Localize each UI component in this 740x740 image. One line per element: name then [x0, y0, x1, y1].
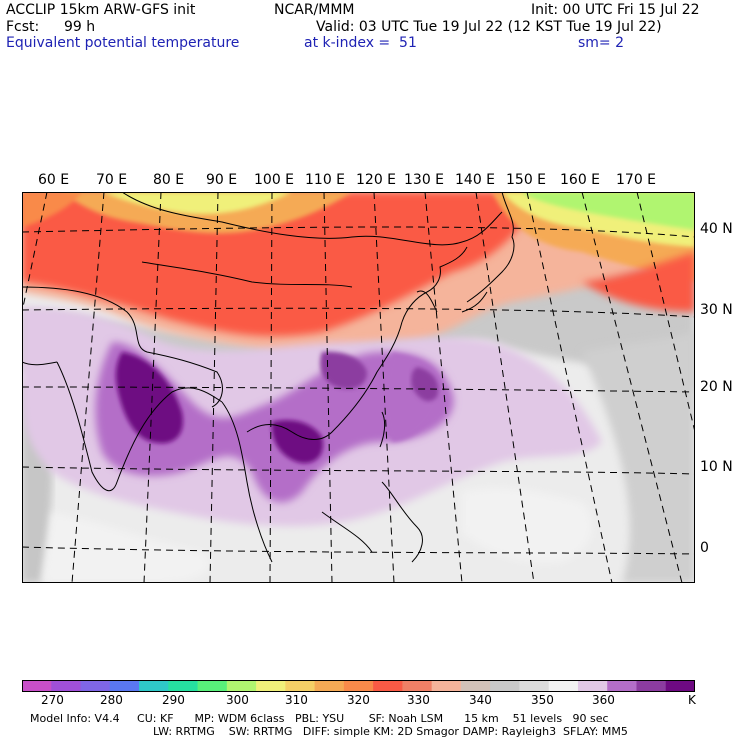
- trop-pale-west: [42, 512, 210, 583]
- org-label: NCAR/MMM: [274, 2, 355, 18]
- cb-label-340: 340: [469, 693, 492, 707]
- lon-label-80e: 80 E: [153, 172, 185, 188]
- colorbar-swatch: [402, 680, 433, 692]
- colorbar-swatch: [256, 680, 286, 692]
- cb-label-290: 290: [162, 693, 185, 707]
- colorbar-swatch: [197, 680, 228, 692]
- colorbar: [22, 680, 695, 692]
- cb-unit: K: [688, 693, 696, 707]
- cb-label-280: 280: [100, 693, 123, 707]
- colorbar-swatch: [168, 680, 199, 692]
- lat-label-20n: 20 N: [700, 379, 733, 395]
- core-china: [320, 351, 367, 389]
- colorbar-swatch: [431, 680, 462, 692]
- colorbar-swatch: [22, 680, 52, 692]
- valid-time: Valid: 03 UTC Tue 19 Jul 22 (12 KST Tue …: [316, 19, 662, 35]
- map-frame: [22, 192, 695, 583]
- theta-e-map: [22, 192, 695, 583]
- lon-label-170e: 170 E: [616, 172, 657, 188]
- lon-label-130e: 130 E: [404, 172, 445, 188]
- trop-pale-east: [462, 487, 593, 563]
- lon-label-90e: 90 E: [206, 172, 238, 188]
- warm-field-yellow: [102, 192, 292, 214]
- colorbar-swatch: [343, 680, 374, 692]
- cb-label-270: 270: [41, 693, 64, 707]
- cb-label-350: 350: [531, 693, 554, 707]
- map-panel: [22, 192, 695, 583]
- colorbar-swatch: [51, 680, 82, 692]
- ne-red-tongue: [582, 252, 695, 312]
- field-name: Equivalent potential temperature: [6, 35, 240, 51]
- level-index: at k-index = 51: [304, 35, 417, 51]
- cb-label-330: 330: [407, 693, 430, 707]
- lon-label-100e: 100 E: [254, 172, 295, 188]
- graticule: [22, 192, 695, 583]
- cb-label-300: 300: [226, 693, 249, 707]
- warm-field-west: [22, 192, 82, 227]
- core-india: [115, 352, 183, 444]
- colorbar-swatch: [607, 680, 637, 692]
- colorbar-swatch: [548, 680, 579, 692]
- smoothing: sm= 2: [578, 35, 625, 51]
- forecast-label: Fcst:: [6, 19, 40, 35]
- cb-label-360: 360: [592, 693, 615, 707]
- cb-label-310: 310: [285, 693, 308, 707]
- colorbar-swatch: [109, 680, 140, 692]
- init-time: Init: 00 UTC Fri 15 Jul 22: [531, 2, 700, 18]
- warm-field-red: [22, 192, 542, 337]
- cb-label-320: 320: [347, 693, 370, 707]
- core-indochina: [271, 420, 323, 464]
- colorbar-swatch: [665, 680, 695, 692]
- lon-label-120e: 120 E: [356, 172, 397, 188]
- lon-label-150e: 150 E: [506, 172, 547, 188]
- lon-label-140e: 140 E: [455, 172, 496, 188]
- colorbar-frame: [22, 680, 695, 692]
- lon-label-160e: 160 E: [560, 172, 601, 188]
- colorbar-swatches: [22, 680, 695, 692]
- model-info-line2: LW: RRTMG SW: RRTMG DIFF: simple KM: 2D …: [153, 725, 628, 738]
- colorbar-swatch: [490, 680, 520, 692]
- lat-label-30n: 30 N: [700, 302, 733, 318]
- model-info-line1: Model Info: V4.4 CU: KF MP: WDM 6class P…: [30, 712, 609, 725]
- colorbar-swatch: [285, 680, 316, 692]
- ne-green: [522, 192, 695, 230]
- lon-label-60e: 60 E: [38, 172, 70, 188]
- colorbar-swatch: [636, 680, 667, 692]
- colorbar-swatch: [460, 680, 491, 692]
- lon-label-70e: 70 E: [96, 172, 128, 188]
- coastlines: [22, 192, 515, 563]
- colorbar-swatch: [139, 680, 169, 692]
- east-grey: [582, 332, 695, 583]
- colorbar-swatch: [519, 680, 550, 692]
- lat-label-10n: 10 N: [700, 459, 733, 475]
- forecast-hour: 99 h: [64, 19, 96, 35]
- lon-label-110e: 110 E: [305, 172, 346, 188]
- lat-label-40n: 40 N: [700, 221, 733, 237]
- model-title: ACCLIP 15km ARW-GFS init: [6, 2, 196, 18]
- colorbar-swatch: [226, 680, 257, 692]
- colorbar-swatch: [314, 680, 345, 692]
- colorbar-swatch: [373, 680, 403, 692]
- colorbar-swatch: [80, 680, 111, 692]
- lat-label-0: 0: [700, 540, 709, 556]
- core-philippine-sea: [411, 367, 439, 402]
- colorbar-swatch: [577, 680, 608, 692]
